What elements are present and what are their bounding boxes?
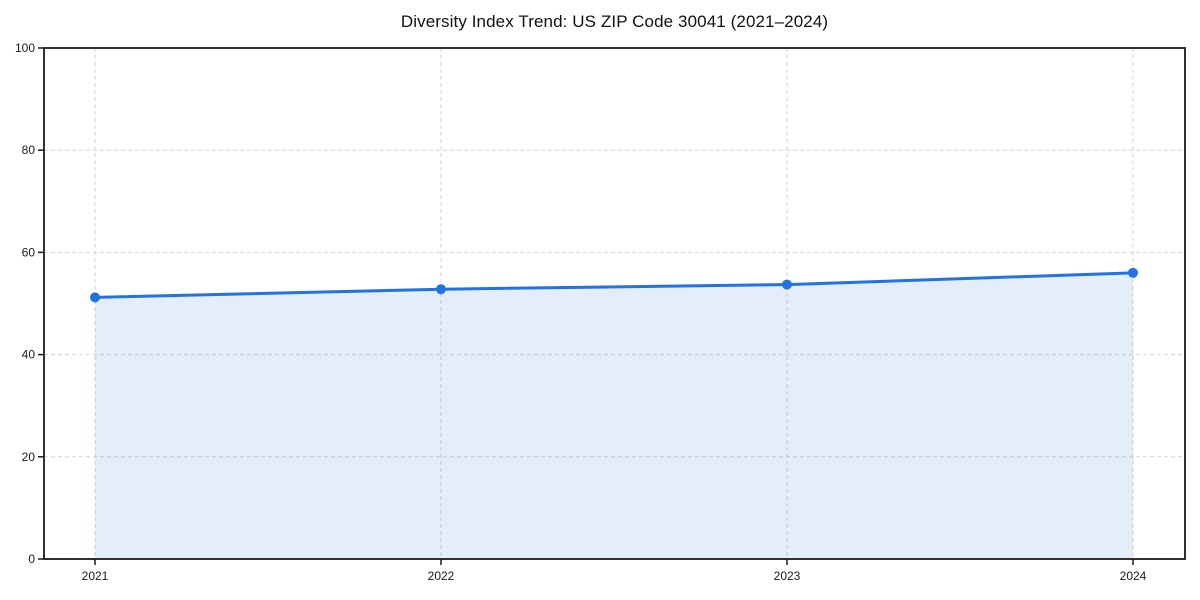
y-tick-label: 80 [22,143,36,157]
data-point-2022 [436,284,446,295]
trend-line [93,271,1135,299]
x-tick-label: 2023 [774,569,801,583]
data-point-2021 [90,292,100,303]
y-tick-label: 100 [15,41,35,55]
y-tick-label: 0 [28,552,35,566]
data-point-2024 [1128,267,1138,278]
plot-frame [43,47,1186,560]
x-tick-label: 2022 [428,569,455,583]
data-point-2023 [782,279,792,290]
chart-title: Diversity Index Trend: US ZIP Code 30041… [400,12,829,31]
y-tick-label: 40 [22,348,36,362]
area-fill [95,272,1133,559]
x-tick-label: 2024 [1120,569,1147,583]
y-tick-label: 60 [22,245,36,259]
x-tick-label: 2021 [82,569,109,583]
y-tick-label: 20 [22,450,36,464]
